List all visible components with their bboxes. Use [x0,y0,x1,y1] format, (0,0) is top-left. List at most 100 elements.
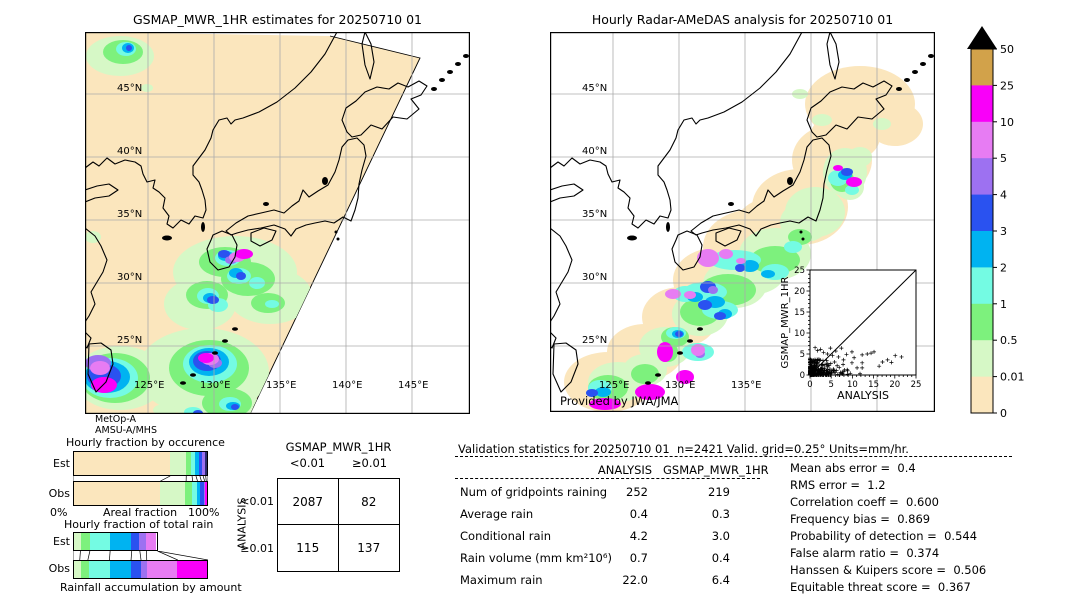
scatter-ylabel: GSMAP_MWR_1HR [780,277,791,369]
lon-label: 135°E [266,380,296,391]
map-layers: 45°N 40°N 35°N 30°N 25°N 125°E 130°E 135°E 140°E… [85,32,470,414]
svg-text:0: 0 [807,380,812,390]
lat-label: 35°N [582,209,607,220]
one-to-one-line [809,269,917,376]
contingency-row-label-lt: <0.01 [240,495,274,508]
colorbar-tick-label: 4 [1000,189,1007,202]
map-border [84,31,471,415]
score-line: RMS error = 1.2 [790,478,886,492]
lat-label: 30°N [117,272,142,283]
bar-segment [88,561,110,578]
right-map-title: Hourly Radar-AMeDAS analysis for 2025071… [591,12,894,27]
validation-row-label: Average rain [460,507,534,521]
totalrain-est-label: Est [53,535,70,548]
bar-segment [90,533,111,550]
bar-segment [109,561,132,578]
bar-segment [74,561,81,578]
bar-segment [80,561,89,578]
contingency-cell-miss: 115 [278,525,339,571]
score-line: Mean abs error = 0.4 [790,461,916,475]
colorbar-tick-label: 1 [1000,298,1007,311]
contingency-row-title: ANALYSIS [235,497,249,550]
coastlines [550,32,934,393]
rain-colorbar: 50 25 10 5 4 3 2 1 0.5 0.01 0 [958,24,1048,424]
sensor-label: MetOp-A AMSU-A/MHS [95,414,157,436]
bar-segment [145,533,157,550]
validation-value-analysis: 252 [626,485,648,499]
bar-segment [200,482,204,505]
rain-blobs-layer [85,36,312,414]
contingency-col-label-lt: <0.01 [289,456,326,470]
leftmap-svg: 45°N 40°N 35°N 30°N 25°N 125°E 130°E 135°E 140°E… [84,31,471,415]
lat-label: 35°N [117,209,142,220]
lon-label: 140°E [332,380,362,391]
lat-label: 30°N [582,272,607,283]
lat-label: 25°N [117,335,142,346]
dashed-rule-top [455,456,1012,457]
bar-segment [204,452,207,475]
contingency-table: 2087 82 115 137 [277,478,400,572]
score-line: Correlation coeff = 0.600 [790,495,939,509]
occurrence-obs-bar [73,481,208,506]
validation-value-analysis: 0.4 [629,507,648,521]
svg-text:5: 5 [828,380,833,390]
contingency-row-label-ge: ≥0.01 [240,542,274,555]
validation-title: Validation statistics for 20250710 01 n=… [458,442,909,456]
lat-label: 40°N [117,146,142,157]
validation-value-gsmap: 3.0 [711,529,730,543]
map-border [549,31,936,413]
bar-segment [139,533,146,550]
colorbar-tick-label: 0.5 [1000,334,1018,347]
bar-segment [74,533,82,550]
svg-text:5: 5 [800,350,805,360]
validation-value-analysis: 22.0 [622,573,648,587]
occurrence-chart-title: Hourly fraction by occurence [66,436,225,449]
occurrence-est-bar [73,451,208,476]
totalrain-obs-bar [73,560,208,579]
lon-label: 145°E [398,380,428,391]
lon-label: 130°E [665,380,695,391]
score-line: Equitable threat score = 0.367 [790,580,971,594]
totalrain-est-inner [73,532,158,551]
bar-segment [81,533,91,550]
bar-segment [191,482,197,505]
lon-label: 130°E [200,380,230,391]
contingency-cell-hit-dry: 2087 [278,479,339,525]
lat-label: 45°N [582,83,607,94]
colorbar-tick-label: 25 [1000,79,1014,92]
rightmap-svg: 45°N 40°N 35°N 30°N 25°N 125°E 130°E 135°E [549,31,936,413]
bar-segment [146,561,178,578]
lon-label: 125°E [599,380,629,391]
colorbar-tick-label: 10 [1000,116,1014,129]
score-line: Probability of detection = 0.544 [790,529,978,543]
colorbar-tick-label: 3 [1000,225,1007,238]
contingency-cell-hit-rain: 137 [357,541,381,555]
validation-value-gsmap: 6.4 [711,573,730,587]
sensor-line-1: MetOp-A [95,414,136,425]
validation-row-label: Rain volume (mm km²10⁶) [460,551,612,565]
svg-text:0: 0 [800,371,805,381]
gsmap-estimate-map: 45°N 40°N 35°N 30°N 25°N 125°E 130°E 135°E 140°E… [84,31,471,415]
validation-value-analysis: 4.2 [629,529,648,543]
occurrence-obs-label: Obs [48,487,70,500]
occurrence-est-label: Est [53,457,70,470]
svg-text:20: 20 [889,380,900,390]
map-layers: 45°N 40°N 35°N 30°N 25°N 125°E 130°E 135°E [550,32,935,412]
validation-col-analysis: ANALYSIS [597,463,653,477]
bar-segment [131,533,140,550]
bar-segment [74,482,161,505]
occurrence-axis-label: Areal fraction [102,506,178,519]
validation-row-label: Num of gridpoints raining [460,485,608,499]
left-map-title: GSMAP_MWR_1HR estimates for 20250710 01 [133,12,422,27]
contingency-col-title: GSMAP_MWR_1HR [285,440,392,454]
bar-segment [202,452,205,475]
contingency-col-label-ge: ≥0.01 [351,456,388,470]
scatter-svg: 00 5 5 10 10 15 15 20 20 25 25 ANALYSIS GSMAP_MWR_1H… [780,266,922,402]
coastlines [85,32,469,393]
svg-text:25: 25 [911,380,922,390]
bar-segment [185,452,192,475]
totalrain-caption: Rainfall accumulation by amount [60,581,242,594]
svg-text:15: 15 [868,380,879,390]
totalrain-obs-label: Obs [48,562,70,575]
overflow-arrow [967,26,997,49]
